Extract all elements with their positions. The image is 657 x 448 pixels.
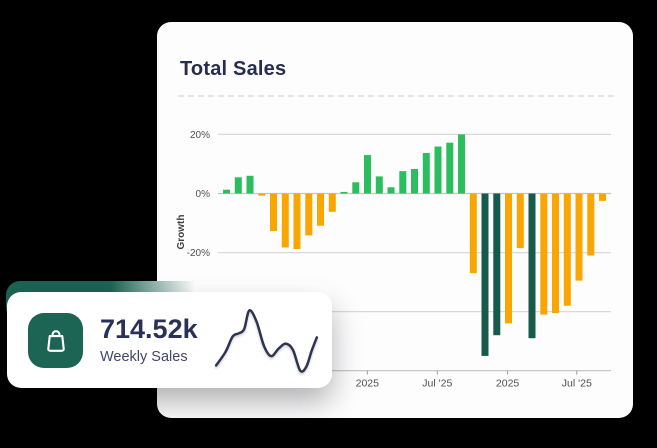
y-tick-label: 0% <box>196 189 211 200</box>
bar[interactable] <box>293 193 301 250</box>
widget-text: 714.52k Weekly Sales <box>100 314 198 366</box>
bar[interactable] <box>552 193 559 314</box>
bar[interactable] <box>305 193 313 236</box>
bar[interactable] <box>563 193 571 306</box>
bar[interactable] <box>481 193 489 356</box>
x-tick-label: 2025 <box>496 378 520 390</box>
dashed-divider <box>178 95 614 97</box>
bar[interactable] <box>599 193 606 201</box>
bar[interactable] <box>399 171 407 194</box>
widget-icon-box <box>28 312 83 368</box>
bar[interactable] <box>317 193 324 226</box>
bar[interactable] <box>422 153 430 194</box>
bar[interactable] <box>516 193 524 249</box>
bar[interactable] <box>458 134 465 194</box>
bar[interactable] <box>446 142 454 194</box>
bar[interactable] <box>281 193 289 248</box>
bar[interactable] <box>411 169 418 194</box>
y-tick-label: 20% <box>190 130 210 141</box>
bar[interactable] <box>575 193 583 281</box>
bar[interactable] <box>340 191 348 194</box>
x-tick-label: 2025 <box>356 378 380 390</box>
weekly-sales-value: 714.52k <box>100 314 198 344</box>
weekly-sales-label: Weekly Sales <box>100 349 188 365</box>
shopping-bag-icon <box>46 330 65 352</box>
weekly-sales-widget[interactable]: 714.52k Weekly Sales <box>7 292 332 388</box>
bar[interactable] <box>387 187 395 194</box>
x-tick-label: Jul '25 <box>422 378 452 390</box>
x-tick-label: Jul '25 <box>562 378 592 390</box>
bar[interactable] <box>375 176 383 194</box>
bar[interactable] <box>352 182 360 194</box>
bar[interactable] <box>328 193 336 212</box>
total-sales-chart: 20% 0% -20%Growth 2025 Jul '25 2025 Jul '25 <box>176 130 611 390</box>
bar[interactable] <box>258 193 266 196</box>
bar[interactable] <box>234 177 242 194</box>
page-title: Total Sales <box>180 58 287 80</box>
bar[interactable] <box>528 193 536 339</box>
bar[interactable] <box>540 193 548 315</box>
bar[interactable] <box>587 193 595 256</box>
bar[interactable] <box>364 155 371 194</box>
bar[interactable] <box>505 193 512 324</box>
y-axis-title: Growth <box>176 215 187 250</box>
weekly-sales-sparkline <box>214 309 319 373</box>
bar[interactable] <box>434 146 442 194</box>
bar[interactable] <box>493 193 501 336</box>
bar[interactable] <box>469 193 477 274</box>
sparkline-path <box>214 309 319 373</box>
y-tick-label: -20% <box>187 248 210 259</box>
bar[interactable] <box>223 189 230 194</box>
bar[interactable] <box>270 193 277 232</box>
bar[interactable] <box>246 175 254 194</box>
